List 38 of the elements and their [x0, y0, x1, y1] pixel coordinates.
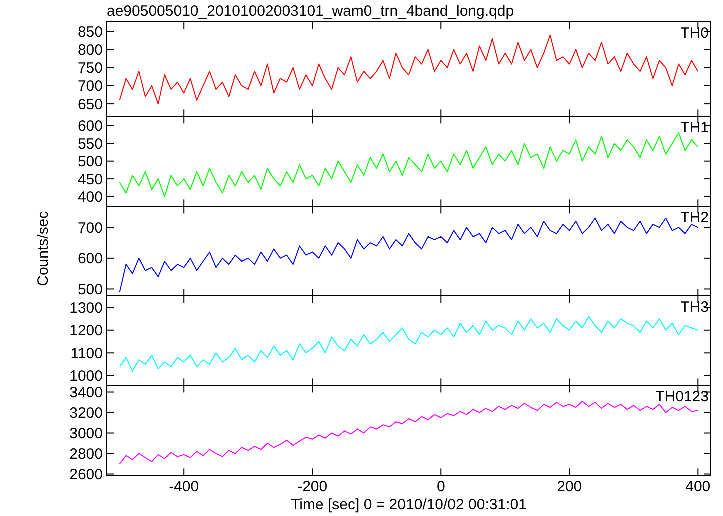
x-tick-label: 400	[686, 478, 711, 496]
y-tick-label: 650	[78, 96, 103, 114]
x-tick-label: -200	[298, 478, 328, 496]
y-tick-label: 750	[78, 60, 103, 78]
y-tick-label: 700	[78, 78, 103, 96]
y-tick-label: 600	[78, 250, 103, 268]
y-tick-label: 400	[78, 189, 103, 206]
y-tick-label: 700	[78, 220, 103, 237]
y-tick-label: 2800	[70, 446, 103, 464]
series-label: TH1	[680, 120, 709, 137]
y-tick-label: 550	[78, 136, 103, 153]
y-tick-label: 1000	[70, 368, 103, 386]
chart-title: ae905005010_20101002003101_wam0_trn_4band_long.qdp	[107, 3, 514, 20]
y-tick-label: 450	[78, 171, 103, 188]
y-tick-label: 500	[78, 154, 103, 171]
y-tick-label: 850	[78, 24, 103, 42]
x-tick-label: 200	[557, 478, 582, 496]
y-tick-label: 800	[78, 42, 103, 60]
y-tick-label: 3000	[70, 426, 103, 443]
line-series	[119, 316, 699, 372]
y-tick-label: 1300	[70, 300, 103, 317]
y-tick-label: 1100	[70, 345, 103, 362]
line-series	[119, 400, 699, 465]
y-tick-label: 1200	[70, 322, 103, 340]
line-series	[119, 132, 699, 198]
y-tick-label: 3400	[70, 384, 103, 402]
series-label: TH3	[680, 299, 709, 316]
series-label: TH2	[680, 210, 709, 227]
y-tick-label: 2600	[70, 466, 103, 484]
y-axis-title: Counts/sec	[35, 210, 52, 286]
x-tick-label: -400	[169, 478, 200, 496]
x-tick-label: 0	[436, 478, 446, 496]
series-label: TH0123	[656, 388, 709, 406]
y-tick-label: 3200	[70, 405, 103, 422]
series-label: TH0	[680, 25, 709, 42]
y-tick-label: 500	[78, 281, 103, 298]
x-axis-title: Time [sec] 0 = 2010/10/02 00:31:01	[291, 496, 527, 514]
y-tick-label: 600	[78, 118, 103, 136]
